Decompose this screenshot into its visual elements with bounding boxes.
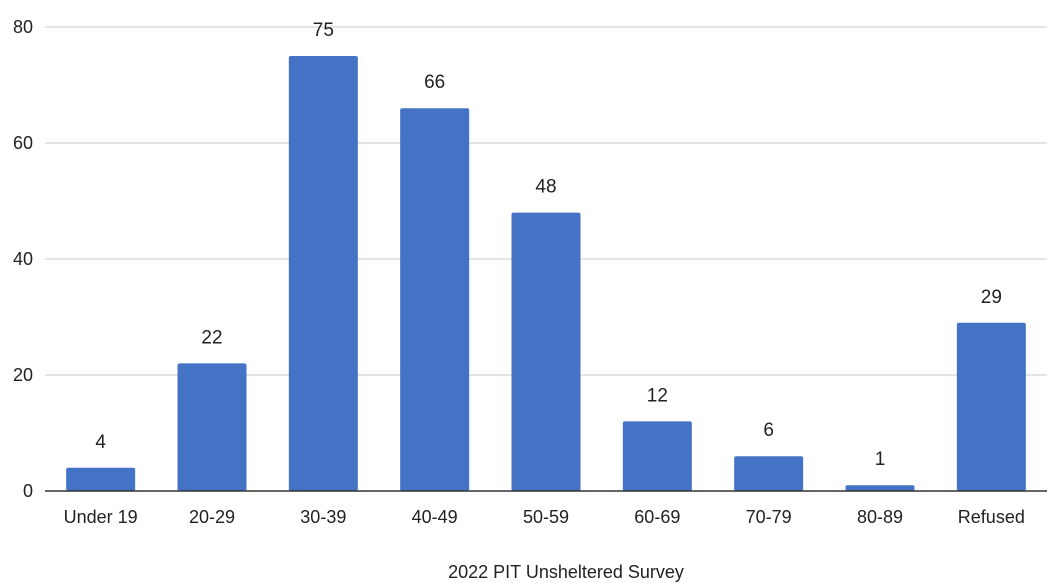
x-tick-label: 20-29 <box>189 507 235 527</box>
data-label: 4 <box>95 432 106 453</box>
data-label: 6 <box>763 420 774 441</box>
data-label: 12 <box>647 385 668 406</box>
data-label: 75 <box>313 20 334 41</box>
x-tick-label: Refused <box>958 507 1025 527</box>
bar <box>734 456 804 491</box>
data-label: 29 <box>981 287 1002 308</box>
x-axis-ticks: Under 19 20-29 30-39 40-49 50-59 60-69 70-79 80… <box>64 507 1025 527</box>
bar <box>288 56 358 491</box>
bar <box>845 485 915 491</box>
x-tick-label: 80-89 <box>857 507 903 527</box>
y-axis-ticks: 0 20 40 60 80 <box>13 17 33 501</box>
x-tick-label: 30-39 <box>300 507 346 527</box>
y-tick-label: 0 <box>23 481 33 501</box>
data-label: 48 <box>535 177 556 198</box>
bar <box>66 467 136 491</box>
bar <box>622 421 692 491</box>
bars <box>66 56 1026 491</box>
x-tick-label: 50-59 <box>523 507 569 527</box>
data-labels: 4 22 75 66 48 12 6 1 29 <box>95 20 1002 470</box>
bar <box>956 322 1026 491</box>
data-label: 22 <box>201 327 222 348</box>
x-tick-label: 60-69 <box>634 507 680 527</box>
y-tick-label: 20 <box>13 365 33 385</box>
data-label: 1 <box>875 449 886 470</box>
x-axis-title: 2022 PIT Unsheltered Survey <box>448 562 684 582</box>
x-tick-label: Under 19 <box>64 507 138 527</box>
y-tick-label: 80 <box>13 17 33 37</box>
x-tick-label: 40-49 <box>412 507 458 527</box>
bar <box>400 108 470 491</box>
x-tick-label: 70-79 <box>746 507 792 527</box>
y-tick-label: 60 <box>13 133 33 153</box>
bar <box>511 212 581 491</box>
data-label: 66 <box>424 72 445 93</box>
y-tick-label: 40 <box>13 249 33 269</box>
bar <box>177 363 247 491</box>
